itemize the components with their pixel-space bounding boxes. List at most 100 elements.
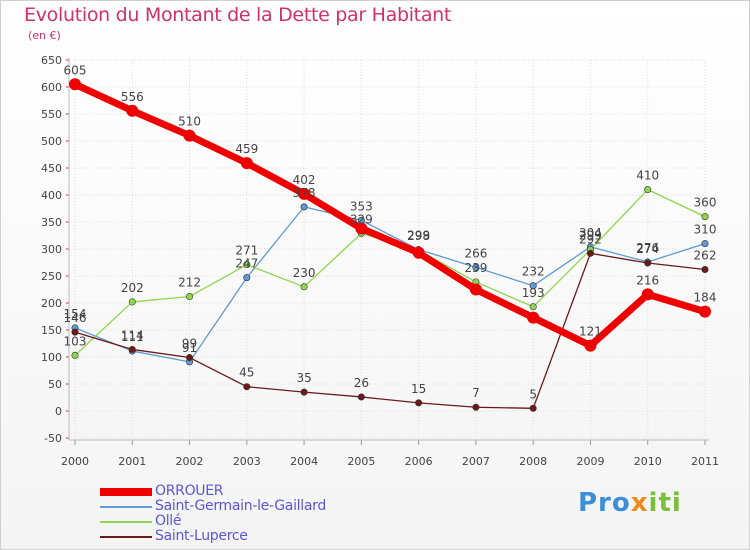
data-label-saint-germain-le-gaillard: 353	[350, 199, 373, 213]
y-tick-label: 450	[41, 162, 62, 175]
data-label-saint-luperce: 114	[121, 328, 144, 342]
data-labels: 154 111 91 247 378 353 299 266 232 304 276 310 103 20…	[64, 63, 717, 401]
x-tick-label: 2009	[576, 455, 604, 468]
chart-subtitle: (en €)	[28, 29, 61, 42]
point-orrouer	[412, 246, 425, 259]
point-orrouer	[298, 187, 311, 200]
point-olle	[644, 186, 652, 194]
data-label-saint-luperce: 99	[182, 337, 197, 351]
point-saint-luperce	[415, 399, 423, 407]
data-label-olle: 360	[694, 196, 717, 210]
data-label-saint-luperce: 292	[579, 232, 602, 246]
legend-swatch-saint-germain	[100, 506, 152, 508]
data-label-orrouer: 459	[235, 142, 258, 156]
x-tick-label: 2001	[118, 455, 146, 468]
point-saint-luperce	[186, 354, 194, 362]
point-saint-luperce	[529, 404, 537, 412]
point-olle	[243, 261, 251, 269]
axes: -500501001502002503003504004505005506006…	[41, 54, 719, 468]
y-tick-label: 100	[41, 351, 62, 364]
logo-part-0: Pro	[578, 488, 631, 518]
point-olle	[300, 283, 308, 291]
data-label-saint-luperce: 26	[354, 376, 369, 390]
data-label-orrouer: 402	[293, 173, 316, 187]
x-tick-label: 2003	[233, 455, 261, 468]
y-tick-label: 300	[41, 243, 62, 256]
series-line-saint-luperce	[74, 252, 706, 409]
y-tick-label: -50	[44, 432, 62, 445]
point-olle	[701, 213, 709, 221]
point-saint-luperce	[71, 328, 79, 336]
grid	[74, 59, 706, 439]
point-saint-germain-le-gaillard	[529, 282, 537, 290]
y-tick-label: 50	[48, 378, 62, 391]
point-saint-luperce	[472, 403, 480, 411]
proxiti-logo: Proxiti	[578, 488, 682, 518]
point-saint-germain-le-gaillard	[300, 203, 308, 211]
data-label-olle: 212	[178, 276, 201, 290]
data-label-saint-luperce: 35	[296, 371, 311, 385]
data-label-saint-germain-le-gaillard: 304	[579, 226, 602, 240]
data-label-saint-luperce: 45	[239, 366, 254, 380]
y-tick-label: 150	[41, 324, 62, 337]
point-orrouer	[641, 288, 654, 301]
legend-label-saint-luperce: Saint-Luperce	[155, 528, 248, 544]
data-label-saint-germain-le-gaillard: 378	[293, 186, 316, 200]
legend-label-saint-germain: Saint-Germain-le-Gaillard	[155, 498, 326, 514]
data-label-olle: 193	[522, 286, 545, 300]
legend-swatch-saint-luperce	[100, 536, 152, 538]
x-tick-label: 2008	[519, 455, 547, 468]
data-label-olle: 410	[636, 169, 659, 183]
series-group	[69, 78, 711, 412]
data-label-orrouer: 510	[178, 115, 201, 129]
x-tick-label: 2011	[691, 455, 719, 468]
data-label-orrouer: 605	[64, 63, 87, 77]
point-saint-luperce	[243, 383, 251, 391]
point-saint-germain-le-gaillard	[701, 240, 709, 248]
data-label-saint-germain-le-gaillard: 91	[182, 341, 197, 355]
data-label-saint-germain-le-gaillard: 247	[235, 257, 258, 271]
data-label-olle: 239	[464, 261, 487, 275]
x-tick-label: 2004	[290, 455, 318, 468]
data-label-saint-luperce: 262	[694, 249, 717, 263]
point-saint-germain-le-gaillard	[472, 263, 480, 271]
point-saint-luperce	[701, 266, 709, 274]
point-olle	[128, 298, 136, 306]
y-tick-label: 250	[41, 270, 62, 283]
x-tick-label: 2010	[634, 455, 662, 468]
point-orrouer	[126, 104, 139, 117]
y-tick-label: 0	[55, 405, 62, 418]
y-tick-label: 200	[41, 297, 62, 310]
data-label-olle: 230	[293, 266, 316, 280]
point-orrouer	[183, 129, 196, 142]
y-tick-label: 600	[41, 81, 62, 94]
legend-label-orrouer: ORROUER	[155, 483, 224, 499]
data-label-saint-luperce: 146	[64, 311, 87, 325]
data-label-olle: 299	[579, 229, 602, 243]
data-label-orrouer: 184	[694, 291, 717, 305]
data-label-saint-germain-le-gaillard: 154	[64, 307, 87, 321]
legend-swatch-olle	[100, 521, 152, 523]
point-saint-luperce	[128, 345, 136, 353]
x-tick-label: 2000	[61, 455, 89, 468]
point-orrouer	[527, 311, 540, 324]
y-tick-label: 650	[41, 54, 62, 67]
data-label-saint-germain-le-gaillard: 310	[694, 223, 717, 237]
point-olle	[186, 293, 194, 301]
point-saint-luperce	[644, 259, 652, 267]
point-saint-luperce	[586, 249, 594, 257]
data-label-orrouer: 556	[121, 90, 144, 104]
point-saint-germain-le-gaillard	[243, 274, 251, 282]
y-tick-label: 550	[41, 108, 62, 121]
data-label-olle: 329	[350, 212, 373, 226]
data-label-saint-germain-le-gaillard: 232	[522, 265, 545, 279]
data-label-saint-germain-le-gaillard: 111	[121, 330, 144, 344]
data-label-saint-luperce: 274	[636, 242, 659, 256]
data-label-saint-germain-le-gaillard: 299	[407, 229, 430, 243]
point-saint-luperce	[300, 388, 308, 396]
y-tick-label: 500	[41, 135, 62, 148]
data-label-saint-germain-le-gaillard: 276	[636, 241, 659, 255]
point-olle	[529, 303, 537, 311]
